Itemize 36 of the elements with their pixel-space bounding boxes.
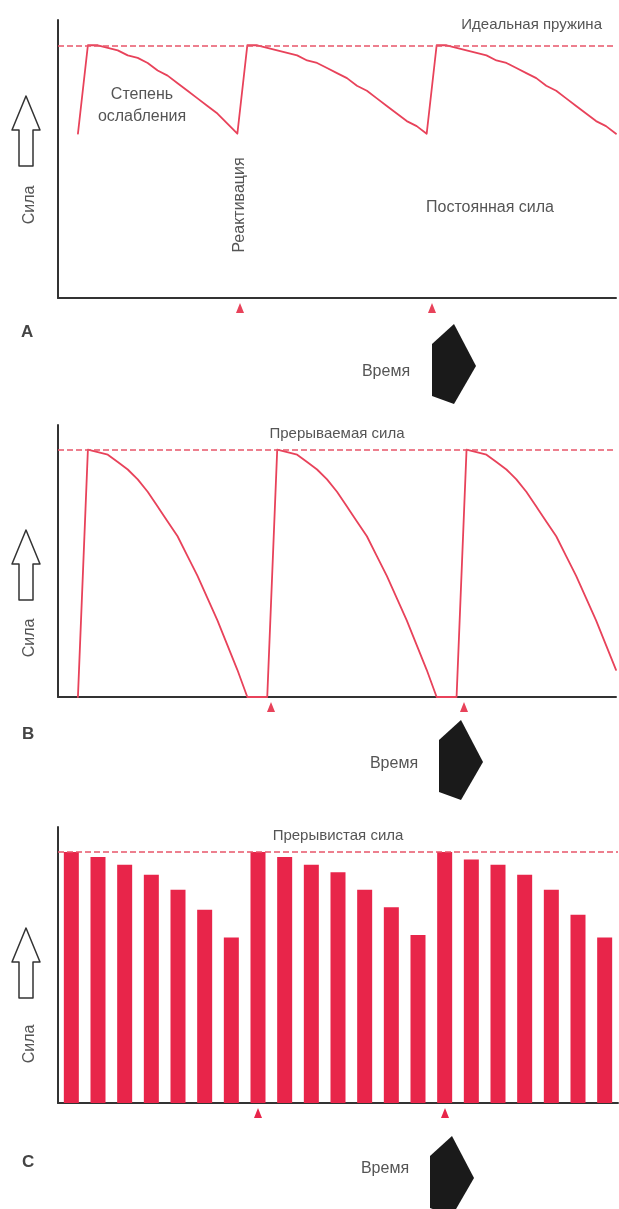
bar [90,857,106,1103]
bar [517,874,533,1103]
x-axis-title: Время [369,753,419,771]
bar [330,872,346,1103]
bar [543,889,559,1103]
bar [597,937,613,1103]
ref-line-label: Прерываемая сила [269,423,406,441]
annotation: Реактивация [229,157,247,253]
text: B [22,724,35,743]
bar [570,914,586,1103]
bar [463,859,479,1103]
bar [383,907,399,1103]
annotation: Постоянная сила [426,197,555,215]
bar [357,889,373,1103]
text: A [21,322,34,341]
bar [143,874,159,1103]
text: C [22,1152,35,1171]
bar [117,864,133,1103]
bar [250,852,266,1103]
ref-line-label: Идеальная пружина [461,15,603,33]
bar [223,937,239,1103]
bar [277,857,293,1103]
x-axis-title: Время [360,1158,410,1176]
y-axis-title: Сила [19,618,37,658]
bar [63,852,79,1103]
annotation: Степень ослабления [97,84,187,124]
y-axis-title: Сила [19,1024,37,1064]
ref-line-label: Прерывистая сила [272,826,405,844]
bar [490,864,506,1103]
bar [197,909,213,1103]
bar [437,852,453,1103]
bar [410,934,426,1103]
bar [303,864,319,1103]
y-axis-title: Сила [19,185,37,225]
x-axis-title: Время [361,361,411,379]
bar [170,889,186,1103]
